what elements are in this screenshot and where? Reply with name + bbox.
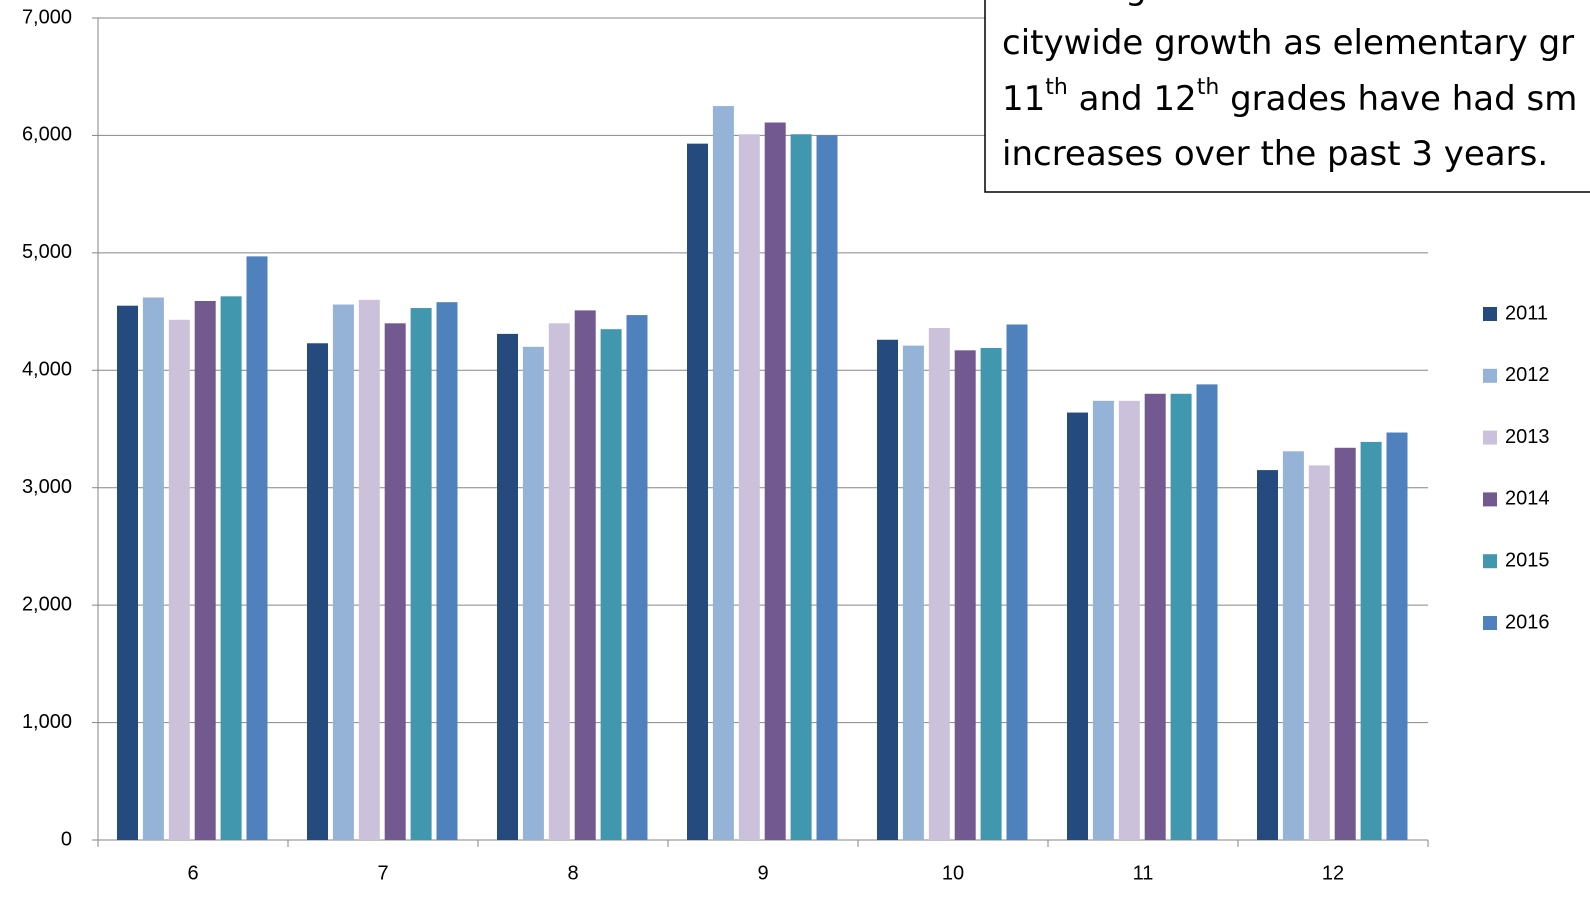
bar — [142, 297, 164, 841]
annotation-text: Middle grades have not seen the — [1002, 0, 1561, 8]
legend-label: 2011 — [1505, 302, 1548, 324]
legend-swatch — [1483, 368, 1497, 383]
legend-label: 2016 — [1505, 611, 1550, 633]
legend-swatch — [1483, 616, 1497, 630]
bar — [954, 350, 976, 840]
y-tick-label: 5,000 — [22, 241, 72, 263]
bar — [410, 308, 432, 840]
annotation-text: increases over the past 3 years. — [1002, 134, 1548, 174]
annotation-line: increases over the past 3 years. — [1002, 134, 1548, 174]
annotation-line: Middle grades have not seen the — [1002, 0, 1561, 8]
bar — [980, 347, 1002, 840]
bar — [1257, 470, 1278, 840]
bar — [1386, 432, 1408, 840]
bar — [764, 122, 786, 841]
bar — [1282, 451, 1304, 840]
bar — [1360, 441, 1382, 840]
bar — [626, 315, 648, 840]
y-tick-label: 1,000 — [22, 711, 72, 733]
x-tick-label: 7 — [377, 862, 388, 884]
legend-swatch — [1483, 430, 1497, 445]
bar — [548, 323, 570, 840]
bar — [574, 310, 596, 840]
bar — [497, 333, 518, 840]
annotation-line: 11th and 12th grades have had sm — [1002, 75, 1577, 119]
bar — [1308, 465, 1330, 840]
annotation-text: citywide growth as elementary gr — [1002, 23, 1574, 63]
bar — [1334, 447, 1356, 840]
bar — [712, 106, 734, 841]
bar — [220, 296, 242, 840]
bar — [1118, 400, 1140, 840]
bar — [194, 301, 216, 840]
superscript: th — [1197, 75, 1220, 100]
legend-label: 2014 — [1505, 488, 1550, 510]
annotation-box — [984, 0, 1590, 193]
x-tick-label: 9 — [757, 862, 768, 884]
bar — [1006, 324, 1028, 840]
bar — [1092, 400, 1114, 840]
y-tick-label: 2,000 — [22, 593, 72, 615]
legend-label: 2012 — [1505, 364, 1550, 386]
bar — [902, 345, 924, 840]
bar — [384, 323, 406, 840]
legend-label: 2015 — [1505, 549, 1550, 571]
x-tick-label: 12 — [1322, 862, 1344, 884]
bar — [877, 339, 898, 840]
bar — [687, 143, 708, 841]
legend-swatch — [1483, 492, 1497, 507]
legend-swatch — [1483, 554, 1497, 569]
bar — [600, 329, 622, 840]
annotation-line: citywide growth as elementary gr — [1002, 23, 1574, 63]
bar — [738, 134, 760, 841]
bar — [117, 305, 138, 840]
annotation-text: grades have had sm — [1219, 79, 1577, 119]
bar — [358, 299, 380, 840]
bar — [436, 302, 458, 841]
y-tick-label: 6,000 — [22, 124, 72, 146]
superscript: th — [1045, 75, 1068, 100]
y-tick-label: 0 — [61, 828, 72, 850]
bar — [816, 135, 838, 840]
bar — [790, 134, 812, 841]
bar — [1144, 393, 1166, 840]
bar — [1170, 393, 1192, 840]
y-tick-label: 7,000 — [22, 6, 72, 28]
legend-swatch — [1483, 307, 1497, 321]
annotation-text: 11 — [1002, 79, 1045, 119]
annotation-text: and 12 — [1068, 79, 1197, 119]
bar — [246, 256, 268, 840]
legend-label: 2013 — [1505, 426, 1550, 448]
bar — [168, 319, 190, 840]
y-tick-label: 4,000 — [22, 359, 72, 381]
annotation: Middle grades have not seen the citywide … — [1002, 0, 1577, 174]
bar — [307, 343, 328, 840]
bar — [928, 328, 950, 840]
bar — [522, 346, 544, 840]
bar — [1067, 412, 1088, 840]
x-tick-label: 6 — [187, 862, 198, 884]
y-tick-label: 3,000 — [22, 476, 72, 498]
x-tick-label: 11 — [1133, 862, 1154, 884]
x-tick-label: 8 — [567, 862, 578, 884]
x-tick-label: 10 — [942, 862, 964, 884]
bar — [332, 304, 354, 840]
bar — [1196, 384, 1218, 840]
